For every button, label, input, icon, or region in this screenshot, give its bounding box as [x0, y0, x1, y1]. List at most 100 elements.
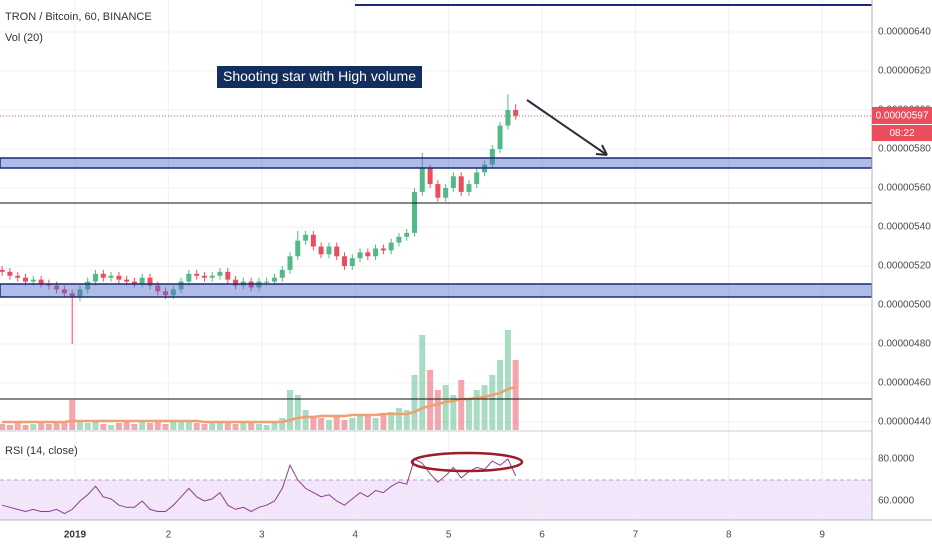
volume-bar: [481, 385, 488, 430]
candle-body: [341, 256, 347, 266]
volume-bar: [325, 420, 332, 430]
rsi-label: RSI (14, close): [5, 445, 78, 457]
volume-bar: [434, 390, 441, 430]
candle-body: [380, 248, 386, 251]
volume-bar: [232, 424, 239, 430]
volume-bar: [178, 421, 185, 430]
resistance-zone: [0, 157, 873, 169]
volume-bar: [193, 423, 200, 430]
y-tick-label: 0.00000640: [878, 27, 931, 38]
volume-bar: [30, 424, 37, 430]
volume-bar: [84, 423, 91, 430]
volume-bar: [76, 422, 83, 430]
candle-body: [412, 191, 418, 233]
volume-bar: [349, 418, 356, 430]
annotation-text: Shooting star with High volume: [223, 68, 416, 84]
candle-body: [272, 277, 278, 282]
volume-bar: [489, 375, 496, 430]
x-tick-label: 5: [446, 530, 452, 541]
volume-bar: [100, 424, 107, 430]
volume-bar: [185, 422, 192, 430]
candle-body: [334, 246, 340, 257]
volume-bar: [504, 330, 511, 430]
candle-body: [489, 148, 495, 165]
candle-body: [326, 246, 332, 255]
volume-bar: [147, 423, 154, 430]
candle-body: [427, 168, 433, 185]
volume-bar: [403, 410, 410, 430]
candle-body: [186, 273, 192, 282]
candle-body: [54, 285, 60, 290]
candle-body: [466, 184, 472, 192]
last-price-label: 0.00000597: [876, 111, 929, 122]
volume-bar: [263, 425, 270, 430]
candle-body: [139, 277, 145, 284]
volume-bar: [465, 400, 472, 430]
volume-bar: [287, 390, 294, 430]
candle-body: [497, 125, 503, 149]
candle-body: [310, 234, 316, 247]
candle-body: [170, 289, 176, 296]
volume-bar: [279, 418, 286, 430]
y-tick-label: 0.00000440: [878, 417, 931, 428]
volume-bar: [45, 424, 52, 430]
candle-body: [0, 269, 5, 272]
arrow-shaft: [526, 99, 608, 156]
x-tick-label: 4: [352, 530, 358, 541]
volume-bar: [0, 424, 6, 430]
candle-body: [357, 252, 363, 259]
candle-body: [474, 172, 480, 185]
candle-body: [365, 252, 371, 257]
candle-body: [22, 277, 28, 282]
volume-bar: [512, 360, 519, 430]
rsi-highlight: [410, 451, 524, 473]
volume-bar: [154, 422, 161, 430]
rsi-tick-label: 60.0000: [878, 496, 915, 507]
candle-body: [443, 187, 449, 198]
candle-body: [217, 271, 223, 276]
volume-bar: [380, 415, 387, 430]
volume-bar: [310, 416, 317, 430]
candle-body: [318, 246, 324, 255]
candle-body: [225, 271, 231, 280]
candle-body: [435, 184, 441, 198]
candle-body: [295, 240, 301, 257]
volume-bar: [123, 422, 130, 430]
volume-ma-line: [2, 385, 517, 424]
candle-body: [69, 293, 75, 298]
volume-bar: [497, 360, 504, 430]
candle-body: [303, 234, 309, 241]
candle-body: [450, 176, 456, 188]
candle-body: [38, 279, 44, 284]
volume-bar: [318, 418, 325, 430]
candle-body: [404, 232, 410, 237]
volume-bar: [388, 412, 395, 430]
candle-body: [349, 258, 355, 266]
candle-body: [458, 176, 464, 192]
y-tick-label: 0.00000500: [878, 300, 931, 311]
y-tick-label: 0.00000620: [878, 66, 931, 77]
candle-body: [419, 168, 425, 192]
volume-bar: [442, 385, 449, 430]
candle-body: [178, 281, 184, 290]
candle-body: [396, 236, 402, 243]
y-tick-label: 0.00000540: [878, 222, 931, 233]
candle-body: [124, 279, 130, 282]
price-axis: [872, 0, 932, 550]
volume-bar: [209, 422, 216, 430]
volume-bar: [38, 422, 45, 430]
candle-body: [505, 109, 511, 126]
arrow-head: [595, 144, 608, 156]
volume-bar: [6, 425, 13, 430]
x-tick-label: 9: [819, 530, 825, 541]
y-tick-label: 0.00000520: [878, 261, 931, 272]
x-tick-label: 2: [166, 530, 172, 541]
volume-bar: [255, 424, 262, 430]
volume-bar: [372, 418, 379, 430]
volume-bar: [131, 424, 138, 430]
x-tick-label: 8: [726, 530, 732, 541]
candle-body: [61, 289, 67, 294]
